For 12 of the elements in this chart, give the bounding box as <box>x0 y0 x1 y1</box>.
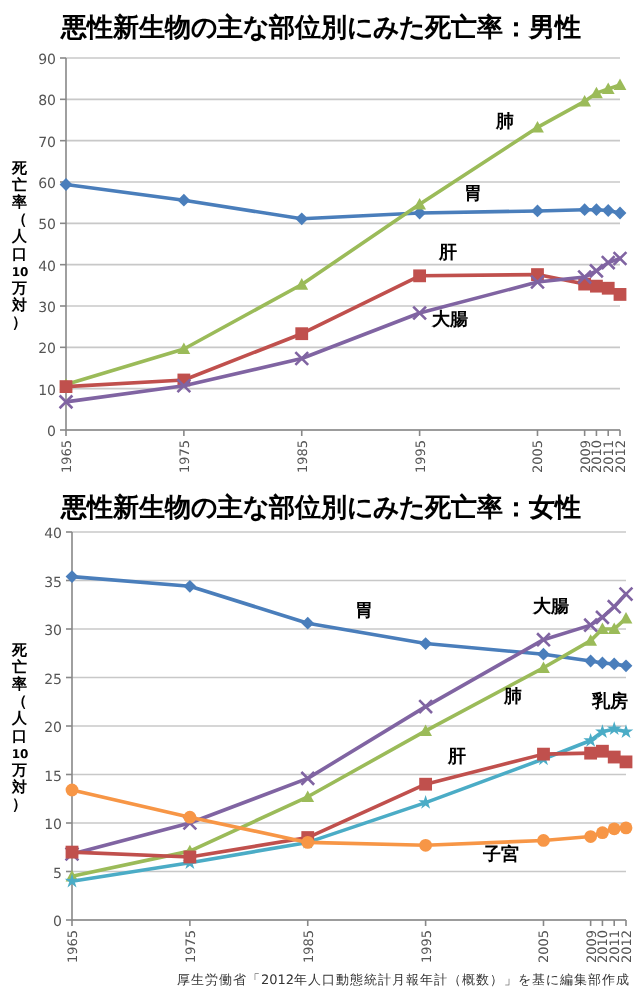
series-label: 肺 <box>502 685 523 708</box>
series-label: 大腸 <box>533 595 570 618</box>
series-label: 肝 <box>446 746 467 769</box>
series-label: 肝 <box>436 241 457 264</box>
series-label: 肺 <box>494 111 515 134</box>
series-label: 胃 <box>354 599 373 622</box>
chart-title: 悪性新生物の主な部位別にみた死亡率：女性 <box>59 492 581 524</box>
series-label: 胃 <box>464 182 483 205</box>
series-label: 大腸 <box>431 309 468 332</box>
chart-title: 悪性新生物の主な部位別にみた死亡率：男性 <box>59 12 581 44</box>
series-label: 乳房 <box>590 690 629 713</box>
series-label: 子宮 <box>481 844 520 867</box>
